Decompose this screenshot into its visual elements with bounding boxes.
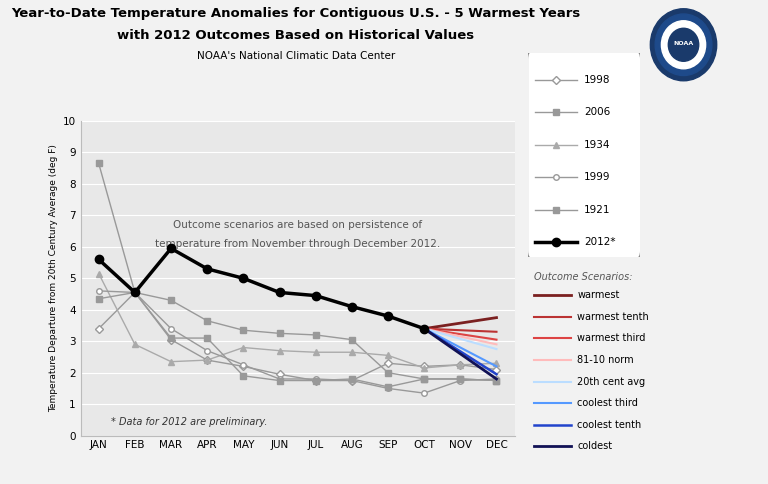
Text: with 2012 Outcomes Based on Historical Values: with 2012 Outcomes Based on Historical V… bbox=[117, 29, 475, 42]
Text: * Data for 2012 are preliminary.: * Data for 2012 are preliminary. bbox=[111, 417, 267, 427]
Text: coldest: coldest bbox=[578, 441, 613, 451]
Text: temperature from November through December 2012.: temperature from November through Decemb… bbox=[155, 239, 440, 249]
Text: warmest: warmest bbox=[578, 290, 620, 300]
Text: NOAA: NOAA bbox=[674, 41, 694, 46]
Text: coolest third: coolest third bbox=[578, 398, 638, 408]
Text: 1999: 1999 bbox=[584, 172, 611, 182]
Text: NOAA's National Climatic Data Center: NOAA's National Climatic Data Center bbox=[197, 51, 395, 61]
Text: Year-to-Date Temperature Anomalies for Contiguous U.S. - 5 Warmest Years: Year-to-Date Temperature Anomalies for C… bbox=[11, 7, 581, 20]
Circle shape bbox=[650, 9, 717, 81]
Text: Outcome scenarios are based on persistence of: Outcome scenarios are based on persisten… bbox=[173, 220, 422, 230]
Text: 1998: 1998 bbox=[584, 75, 611, 85]
Text: warmest third: warmest third bbox=[578, 333, 646, 343]
Text: coolest tenth: coolest tenth bbox=[578, 420, 641, 430]
Text: 1921: 1921 bbox=[584, 205, 611, 215]
Circle shape bbox=[661, 21, 706, 69]
FancyBboxPatch shape bbox=[528, 51, 641, 258]
Text: Outcome Scenarios:: Outcome Scenarios: bbox=[534, 272, 633, 282]
Y-axis label: Temperature Departure from 20th Century Average (deg F): Temperature Departure from 20th Century … bbox=[49, 144, 58, 412]
Text: 1934: 1934 bbox=[584, 140, 611, 150]
Text: 81-10 norm: 81-10 norm bbox=[578, 355, 634, 365]
Circle shape bbox=[668, 28, 699, 61]
Text: 2012*: 2012* bbox=[584, 237, 616, 247]
Text: 20th cent avg: 20th cent avg bbox=[578, 377, 646, 387]
Circle shape bbox=[655, 14, 712, 76]
Text: 2006: 2006 bbox=[584, 107, 611, 117]
Text: warmest tenth: warmest tenth bbox=[578, 312, 649, 322]
